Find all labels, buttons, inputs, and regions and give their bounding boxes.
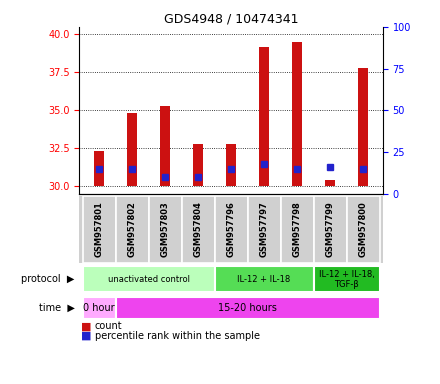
- Text: GSM957802: GSM957802: [128, 202, 136, 257]
- Bar: [347, 196, 379, 263]
- Bar: [83, 266, 215, 292]
- Bar: [226, 144, 236, 186]
- Bar: [215, 266, 314, 292]
- Text: ■: ■: [81, 321, 92, 331]
- Text: percentile rank within the sample: percentile rank within the sample: [95, 331, 260, 341]
- Text: protocol  ▶: protocol ▶: [22, 274, 75, 285]
- Title: GDS4948 / 10474341: GDS4948 / 10474341: [164, 13, 298, 26]
- Bar: [314, 266, 379, 292]
- Text: GSM957800: GSM957800: [359, 202, 367, 257]
- Text: 15-20 hours: 15-20 hours: [218, 303, 277, 313]
- Bar: [83, 196, 115, 263]
- Bar: [193, 144, 203, 186]
- Text: time  ▶: time ▶: [39, 303, 75, 313]
- Text: unactivated control: unactivated control: [107, 275, 190, 284]
- Text: 0 hour: 0 hour: [83, 303, 115, 313]
- Bar: [160, 106, 170, 186]
- Bar: [115, 196, 148, 263]
- Bar: [115, 297, 379, 319]
- Bar: [314, 196, 347, 263]
- Text: GSM957797: GSM957797: [260, 202, 268, 257]
- Bar: [247, 196, 281, 263]
- Text: GSM957804: GSM957804: [194, 202, 202, 257]
- Bar: [215, 196, 247, 263]
- Bar: [259, 46, 269, 186]
- Text: IL-12 + IL-18,
TGF-β: IL-12 + IL-18, TGF-β: [319, 270, 374, 289]
- Text: GSM957798: GSM957798: [293, 202, 301, 257]
- Bar: [181, 196, 215, 263]
- Text: IL-12 + IL-18: IL-12 + IL-18: [237, 275, 291, 284]
- Bar: [83, 297, 115, 319]
- Bar: [325, 180, 335, 186]
- Bar: [292, 42, 302, 186]
- Bar: [94, 151, 104, 186]
- Text: GSM957799: GSM957799: [326, 202, 334, 257]
- Text: GSM957796: GSM957796: [227, 202, 235, 257]
- Text: ■: ■: [81, 331, 92, 341]
- Bar: [148, 196, 181, 263]
- Bar: [127, 113, 137, 186]
- Bar: [281, 196, 313, 263]
- Text: count: count: [95, 321, 122, 331]
- Text: GSM957801: GSM957801: [95, 202, 103, 257]
- Text: GSM957803: GSM957803: [161, 202, 169, 257]
- Bar: [358, 68, 368, 186]
